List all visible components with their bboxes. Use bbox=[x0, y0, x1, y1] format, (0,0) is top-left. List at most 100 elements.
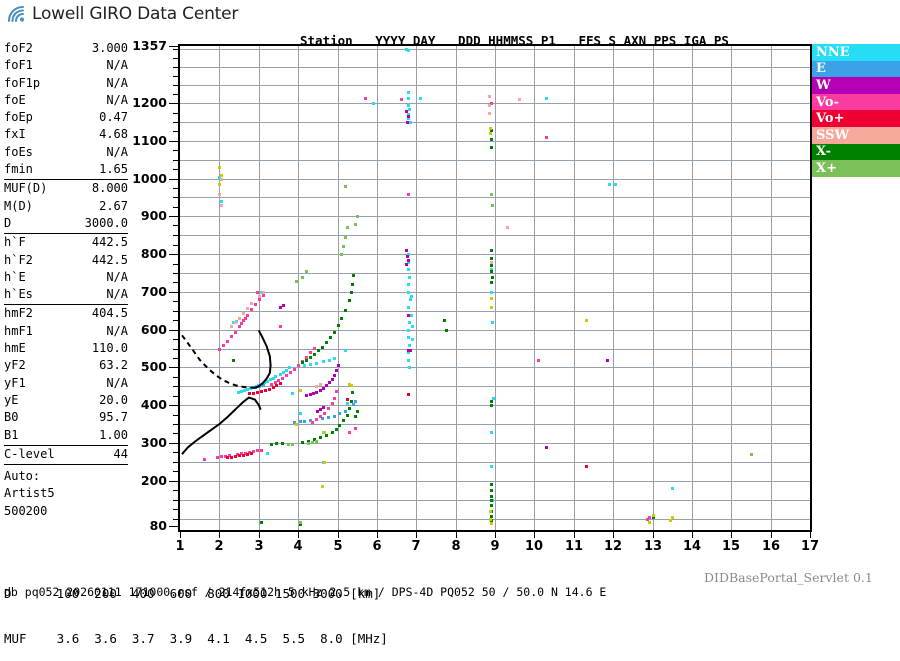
y-axis-minor-tick bbox=[173, 282, 178, 283]
y-axis-minor-tick bbox=[173, 358, 178, 359]
echo-point bbox=[406, 268, 410, 272]
echo-point bbox=[285, 373, 289, 377]
echo-point bbox=[490, 305, 494, 309]
echo-point bbox=[230, 335, 234, 339]
y-axis-label: 1100 bbox=[132, 133, 167, 148]
param-value: N/A bbox=[106, 375, 128, 390]
param-value: 442.5 bbox=[91, 252, 128, 267]
param-key: foEs bbox=[4, 144, 33, 159]
y-axis-major-tick bbox=[169, 367, 178, 368]
param-row: h`F2 442.5 bbox=[4, 252, 128, 269]
echo-point bbox=[312, 346, 316, 350]
echo-point bbox=[202, 457, 206, 461]
gridline-vertical bbox=[377, 46, 378, 530]
param-row: C-level 44 bbox=[4, 446, 128, 463]
echo-point bbox=[271, 376, 275, 380]
y-axis-minor-tick bbox=[173, 67, 178, 68]
gridline-vertical bbox=[653, 46, 654, 530]
echo-point bbox=[350, 384, 354, 388]
echo-point bbox=[226, 456, 230, 460]
y-axis-major-tick bbox=[169, 292, 178, 293]
y-axis-minor-tick bbox=[173, 349, 178, 350]
y-axis-minor-tick bbox=[173, 471, 178, 472]
y-axis-minor-tick bbox=[173, 49, 178, 50]
autoscaler-line: Auto: bbox=[4, 469, 41, 484]
echo-point bbox=[490, 145, 494, 149]
echo-point bbox=[324, 384, 328, 388]
legend-item-vo[interactable]: Vo- bbox=[812, 93, 900, 111]
y-axis-minor-tick bbox=[173, 85, 178, 86]
echo-point bbox=[407, 328, 411, 332]
echo-point bbox=[332, 357, 336, 361]
echo-point bbox=[332, 373, 336, 377]
echo-point bbox=[671, 487, 675, 491]
echo-point bbox=[287, 443, 291, 446]
y-axis-label: 300 bbox=[140, 435, 167, 450]
echo-point bbox=[608, 183, 612, 187]
echo-point bbox=[314, 440, 318, 444]
echo-point bbox=[490, 296, 494, 300]
echo-point bbox=[490, 464, 494, 468]
footer-metadata: db pq052 20260111 171000.rsf / 214fx512h… bbox=[4, 585, 607, 599]
echo-point bbox=[218, 192, 222, 196]
echo-point bbox=[408, 343, 412, 347]
echo-point bbox=[405, 255, 409, 258]
echo-point bbox=[242, 453, 245, 457]
echo-point bbox=[614, 183, 618, 187]
x-axis-tick bbox=[219, 532, 220, 538]
echo-point bbox=[305, 358, 308, 362]
echo-point bbox=[267, 387, 271, 391]
ionogram-plot[interactable] bbox=[178, 44, 812, 532]
param-key: h`E bbox=[4, 269, 26, 284]
echo-point bbox=[332, 396, 336, 400]
echo-point bbox=[490, 260, 494, 264]
echo-point bbox=[281, 376, 285, 380]
legend-item-nne[interactable]: NNE bbox=[812, 44, 900, 61]
gridline-vertical bbox=[731, 46, 732, 530]
legend-item-x[interactable]: X- bbox=[812, 143, 900, 161]
legend-item-e[interactable]: E bbox=[812, 60, 900, 78]
param-key: fmin bbox=[4, 162, 33, 177]
param-value: 404.5 bbox=[91, 306, 128, 321]
echo-point bbox=[220, 177, 224, 181]
echo-point bbox=[306, 441, 310, 445]
echo-point bbox=[490, 519, 494, 523]
y-axis-minor-tick bbox=[173, 273, 178, 274]
param-key: fxI bbox=[4, 127, 26, 142]
echo-point bbox=[490, 290, 494, 294]
echo-point bbox=[259, 521, 263, 525]
gridline-vertical bbox=[534, 46, 535, 530]
echo-point bbox=[299, 411, 303, 415]
echo-point bbox=[303, 419, 307, 423]
gridline-vertical bbox=[613, 46, 614, 530]
legend-item-x[interactable]: X+ bbox=[812, 160, 900, 177]
param-group-2: h`F 442.5 h`F2 442.5 h`E N/A h`Es N/A bbox=[4, 234, 128, 306]
echo-point bbox=[324, 433, 328, 437]
echo-point bbox=[336, 364, 340, 368]
brand-logo-block: Lowell GIRO Data Center bbox=[6, 4, 238, 24]
y-axis-minor-tick bbox=[173, 150, 178, 151]
echo-point bbox=[255, 290, 259, 294]
y-axis-minor-tick bbox=[173, 490, 178, 491]
echo-point bbox=[299, 520, 303, 524]
echo-point bbox=[490, 102, 494, 106]
legend-item-vo[interactable]: Vo+ bbox=[812, 110, 900, 127]
echo-point bbox=[318, 389, 322, 393]
y-axis-minor-tick bbox=[173, 207, 178, 208]
echo-point bbox=[490, 203, 494, 207]
ionogram-parameters-panel: foF2 3.000 foF1 N/A foF1p N/A foE N/A foEp 0.47 fx… bbox=[4, 40, 128, 520]
x-axis-label: 8 bbox=[451, 539, 461, 554]
legend-item-w[interactable]: W bbox=[812, 77, 900, 94]
param-row: foEp 0.47 bbox=[4, 109, 128, 126]
y-axis-major-tick bbox=[169, 179, 178, 180]
x-axis-tick bbox=[692, 532, 693, 538]
echo-point bbox=[216, 456, 220, 460]
echo-point bbox=[310, 441, 314, 445]
x-axis-label: 3 bbox=[254, 539, 264, 554]
ionogram-plot-canvas[interactable] bbox=[180, 46, 810, 530]
echo-point bbox=[406, 313, 410, 317]
echo-point bbox=[346, 398, 350, 402]
legend-item-ssw[interactable]: SSW bbox=[812, 126, 900, 144]
y-axis-label: 700 bbox=[140, 284, 167, 299]
echo-point bbox=[322, 430, 326, 434]
